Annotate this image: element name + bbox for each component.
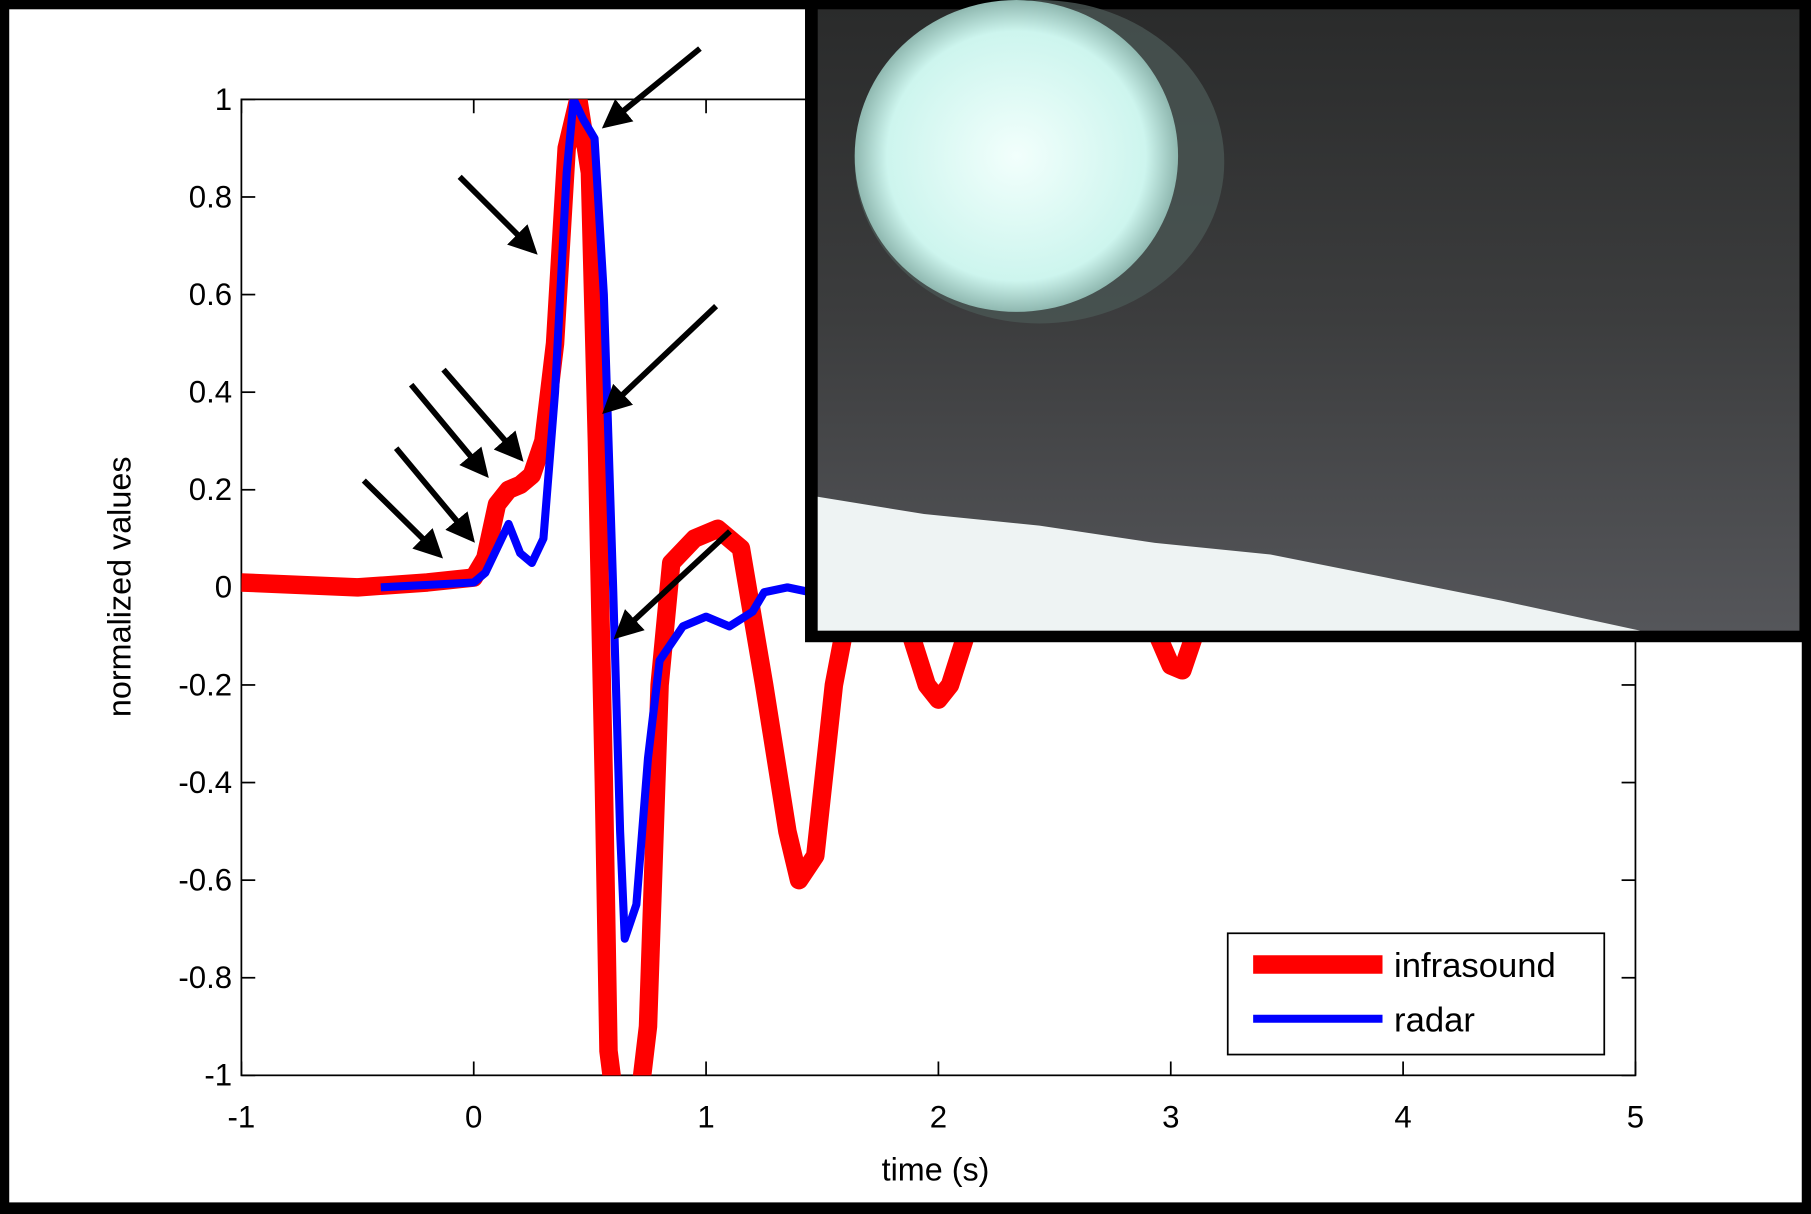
series-line [380, 99, 812, 943]
arrow [408, 382, 489, 479]
arrow [601, 46, 702, 129]
y-tick-label: 0.6 [189, 277, 232, 312]
y-tick-label: 0.2 [189, 472, 232, 507]
arrow [393, 446, 475, 543]
y-axis-label: normalized values [102, 457, 138, 718]
axes: -1 0 1 2 3 4 5 -1 -0.8 -0.6 -0.4 -0.2 0 0.2 0.4 0.6 0.8 1… [102, 82, 1645, 1188]
y-tick-label: 0.8 [189, 179, 232, 214]
annotations [361, 46, 732, 640]
x-tick-label: 1 [697, 1099, 714, 1134]
x-tick-label: 0 [465, 1099, 482, 1134]
photo-snow [817, 496, 1641, 631]
photo-blob [854, 0, 1179, 312]
y-tick-label: -0.6 [178, 863, 232, 898]
photo-inset [805, 0, 1811, 643]
arrow [613, 529, 732, 640]
y-tick-label: 0 [215, 570, 232, 605]
legend: infrasound radar [1226, 932, 1606, 1056]
y-tick-label: -0.2 [178, 667, 232, 702]
x-tick-label: 3 [1162, 1099, 1179, 1134]
y-tick-label: -1 [204, 1058, 232, 1093]
y-tick-label: 1 [215, 82, 232, 117]
x-tick-label: 5 [1627, 1099, 1644, 1134]
y-tick-label: -0.4 [178, 765, 232, 800]
x-axis-label: time (s) [882, 1151, 990, 1187]
legend-box [1226, 932, 1606, 1056]
y-tick-label: -0.8 [178, 960, 232, 995]
x-tick-label: -1 [228, 1099, 256, 1134]
arrow [441, 367, 524, 462]
arrow [457, 174, 538, 255]
x-tick-label: 4 [1394, 1099, 1411, 1134]
arrow [602, 304, 719, 415]
legend-label: radar [1394, 1001, 1475, 1039]
x-tick-label: 2 [930, 1099, 947, 1134]
y-tick-label: 0.4 [189, 375, 232, 410]
legend-label: infrasound [1394, 947, 1556, 985]
arrow [361, 478, 444, 559]
